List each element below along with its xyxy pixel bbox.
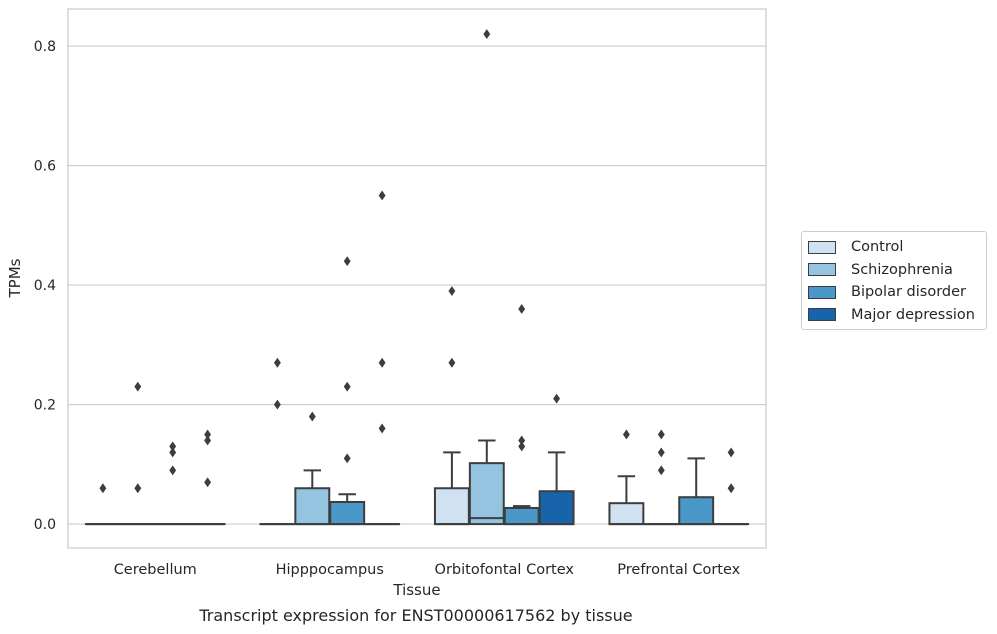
x-tick-label: Prefrontal Cortex [617, 562, 740, 578]
boxes [84, 29, 750, 526]
outlier-point [727, 447, 735, 458]
box-bipolar-disorder [329, 256, 366, 526]
outlier-point [343, 381, 351, 392]
outlier-point [204, 435, 212, 446]
box-control [433, 286, 470, 526]
box-body [294, 487, 331, 526]
outlier-point [378, 423, 386, 434]
outlier-point [308, 411, 316, 422]
outlier-point [273, 357, 281, 368]
outlier-point [657, 447, 665, 458]
box-schizophrenia [119, 381, 156, 526]
y-tick-label: 0.4 [34, 278, 56, 294]
legend: Control Schizophrenia Bipolar disorder M… [801, 231, 987, 330]
box-control [259, 357, 296, 526]
outlier-point [378, 357, 386, 368]
outlier-point [134, 483, 142, 494]
y-tick-label: 0.2 [34, 398, 56, 414]
box-bipolar-disorder [678, 457, 715, 526]
box-major-depression [364, 190, 401, 526]
box-control [84, 483, 121, 526]
outlier-point [448, 286, 456, 296]
outlier-point [553, 393, 561, 404]
box-bipolar-disorder [503, 304, 540, 526]
box-major-depression [538, 393, 575, 526]
box-body [329, 500, 366, 526]
box-body [538, 490, 575, 526]
legend-swatch [808, 285, 836, 299]
y-tick-labels: 0.0 0.2 0.4 0.6 0.8 [34, 39, 56, 533]
box-schizophrenia [468, 29, 505, 526]
legend-item: Schizophrenia [802, 259, 986, 282]
legend-item: Bipolar disorder [802, 281, 986, 304]
outlier-point [518, 304, 526, 314]
legend-label: Schizophrenia [851, 261, 953, 278]
y-tick-label: 0.8 [34, 39, 56, 55]
x-tick-label: Hipppocampus [276, 562, 384, 578]
outlier-point [657, 429, 665, 440]
legend-item: Major depression [802, 304, 986, 327]
outlier-point [622, 429, 630, 440]
legend-label: Control [851, 239, 904, 256]
x-tick-label: Cerebellum [114, 562, 197, 578]
outlier-point [727, 483, 735, 494]
box-major-depression [713, 447, 750, 526]
legend-label: Bipolar disorder [851, 284, 966, 301]
outlier-point [169, 465, 177, 476]
outlier-point [99, 483, 107, 494]
outlier-point [169, 447, 177, 458]
box-body [608, 502, 645, 526]
box-body [433, 487, 470, 526]
x-tick-label: Orbitofontal Cortex [435, 562, 575, 578]
x-tick-labels: Cerebellum Hipppocampus Orbitofontal Corte… [114, 562, 741, 578]
box-body [503, 506, 540, 526]
box-control [608, 429, 645, 526]
outlier-point [448, 357, 456, 368]
outlier-point [204, 477, 212, 488]
box-schizophrenia [294, 411, 331, 526]
plot-frame [67, 8, 767, 549]
figure-caption: Transcript expression for ENST0000061756… [199, 606, 633, 625]
outlier-point [343, 256, 351, 267]
box-body [468, 462, 505, 526]
legend-swatch [808, 263, 836, 277]
legend-swatch [808, 240, 836, 254]
y-axis-label: TPMs [6, 258, 24, 298]
box-bipolar-disorder [154, 441, 191, 526]
box-body [678, 496, 715, 526]
box-major-depression [189, 429, 226, 526]
legend-label: Major depression [851, 306, 975, 323]
outlier-point [483, 29, 491, 40]
outlier-point [134, 381, 142, 392]
outlier-point [273, 399, 281, 410]
box-schizophrenia [643, 429, 680, 526]
outlier-point [204, 429, 212, 440]
outlier-point [343, 453, 351, 464]
x-axis-label: Tissue [392, 581, 440, 599]
legend-item: Control [802, 236, 986, 259]
y-tick-label: 0.0 [34, 517, 56, 533]
outlier-point [657, 465, 665, 476]
outlier-point [518, 441, 526, 452]
y-tick-label: 0.6 [34, 159, 56, 175]
outlier-point [518, 435, 526, 446]
outlier-point [169, 441, 177, 452]
outlier-point [378, 190, 386, 201]
legend-swatch [808, 308, 836, 322]
